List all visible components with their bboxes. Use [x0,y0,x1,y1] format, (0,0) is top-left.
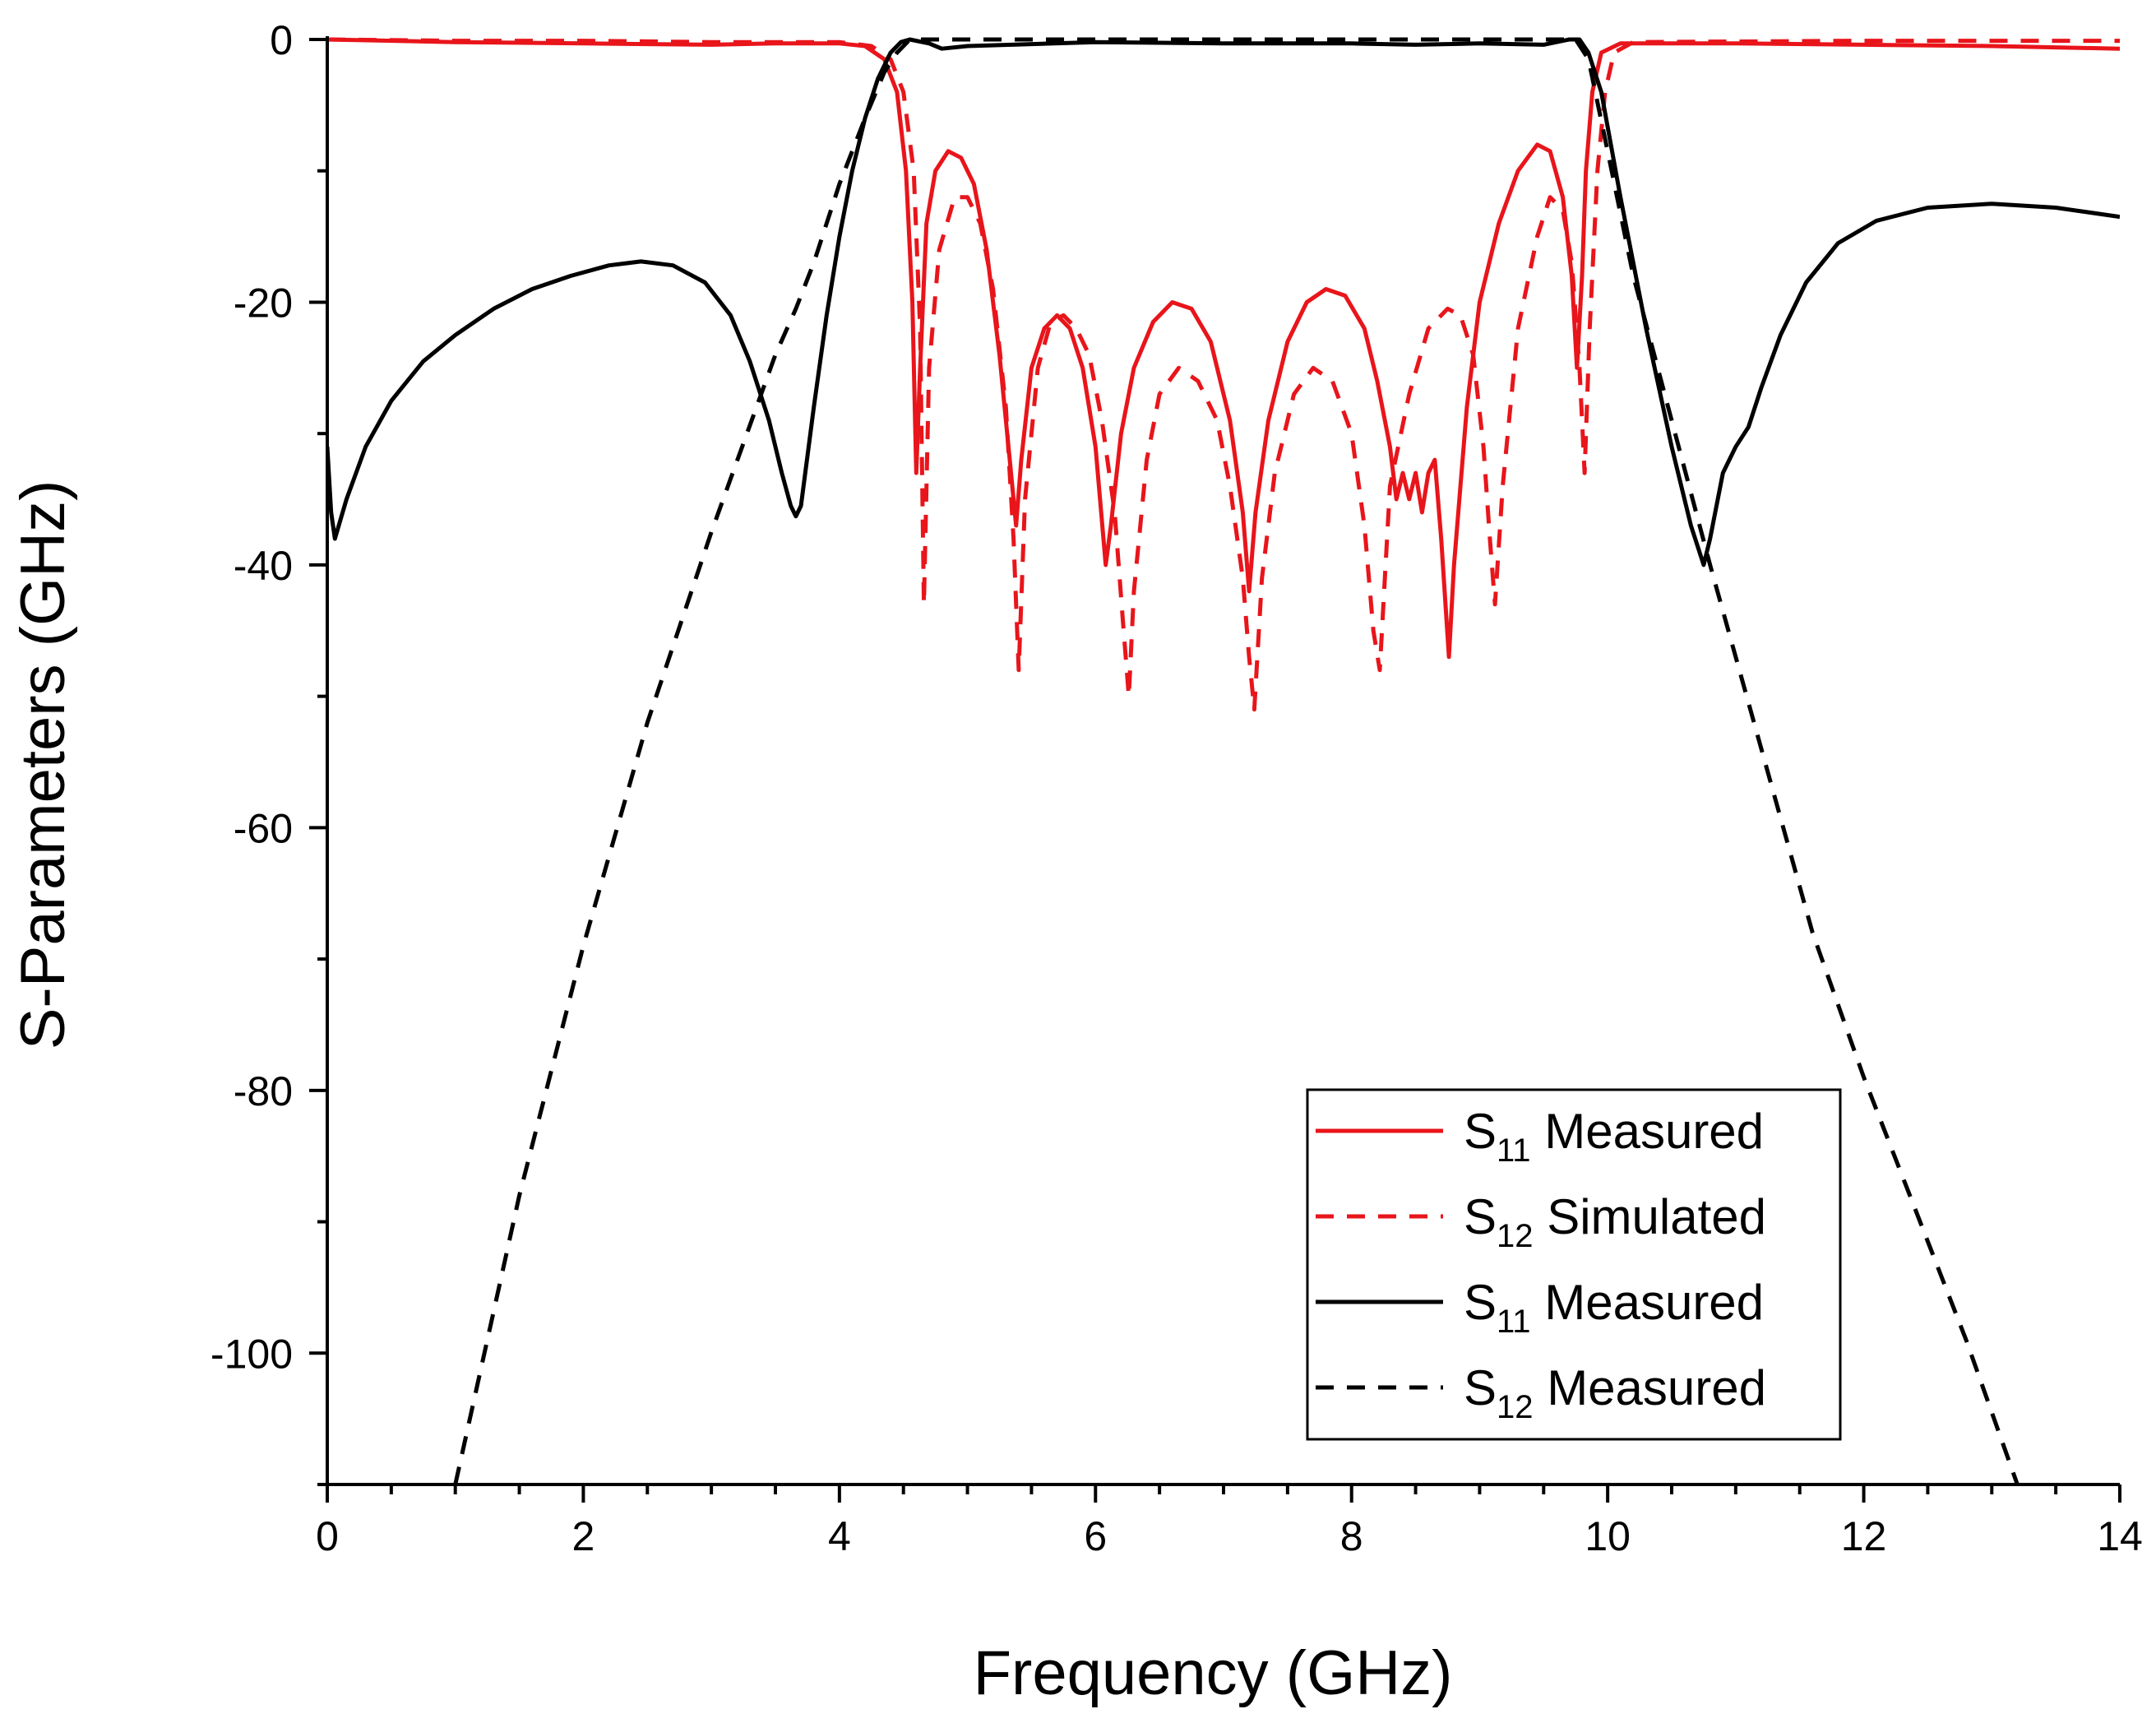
x-tick-label: 8 [1340,1513,1363,1559]
legend: S11 Measured S12 Simulated S11 Measured S12… [1306,1088,1842,1441]
legend-label-4: S12 Measured [1464,1360,1766,1425]
series-line-3 [327,37,2120,567]
y-tick-label: -100 [211,1331,293,1377]
legend-label-3: S11 Measured [1464,1275,1764,1340]
series-line-1 [327,37,2120,660]
axes-layer: 0 2 4 6 8 10 12 14 0 -20 -40 -60 -80 -100 [211,17,2143,1559]
y-tick-label: 0 [270,17,293,63]
x-tick-label: 10 [1585,1513,1631,1559]
series-line-4 [453,37,2020,1484]
x-tick-label: 0 [316,1513,339,1559]
y-tick-label: -20 [234,280,293,326]
x-tick-label: 2 [572,1513,595,1559]
x-tick-label: 6 [1084,1513,1107,1559]
y-tick-label: -80 [234,1068,293,1114]
y-tick-label: -60 [234,805,293,851]
series-layer [327,37,2120,1484]
y-tick-label: -40 [234,543,293,589]
x-tick-label: 14 [2097,1513,2143,1559]
x-tick-label: 4 [828,1513,851,1559]
y-axis-title: S-Parameters (GHz) [8,480,78,1050]
x-tick-label: 12 [1841,1513,1887,1559]
series-line-2 [327,37,2120,712]
legend-label-2: S12 Simulated [1464,1189,1766,1254]
legend-label-1: S11 Measured [1464,1104,1764,1169]
legend-box [1306,1088,1842,1441]
x-axis-title: Frequency (GHz) [974,1638,1453,1708]
